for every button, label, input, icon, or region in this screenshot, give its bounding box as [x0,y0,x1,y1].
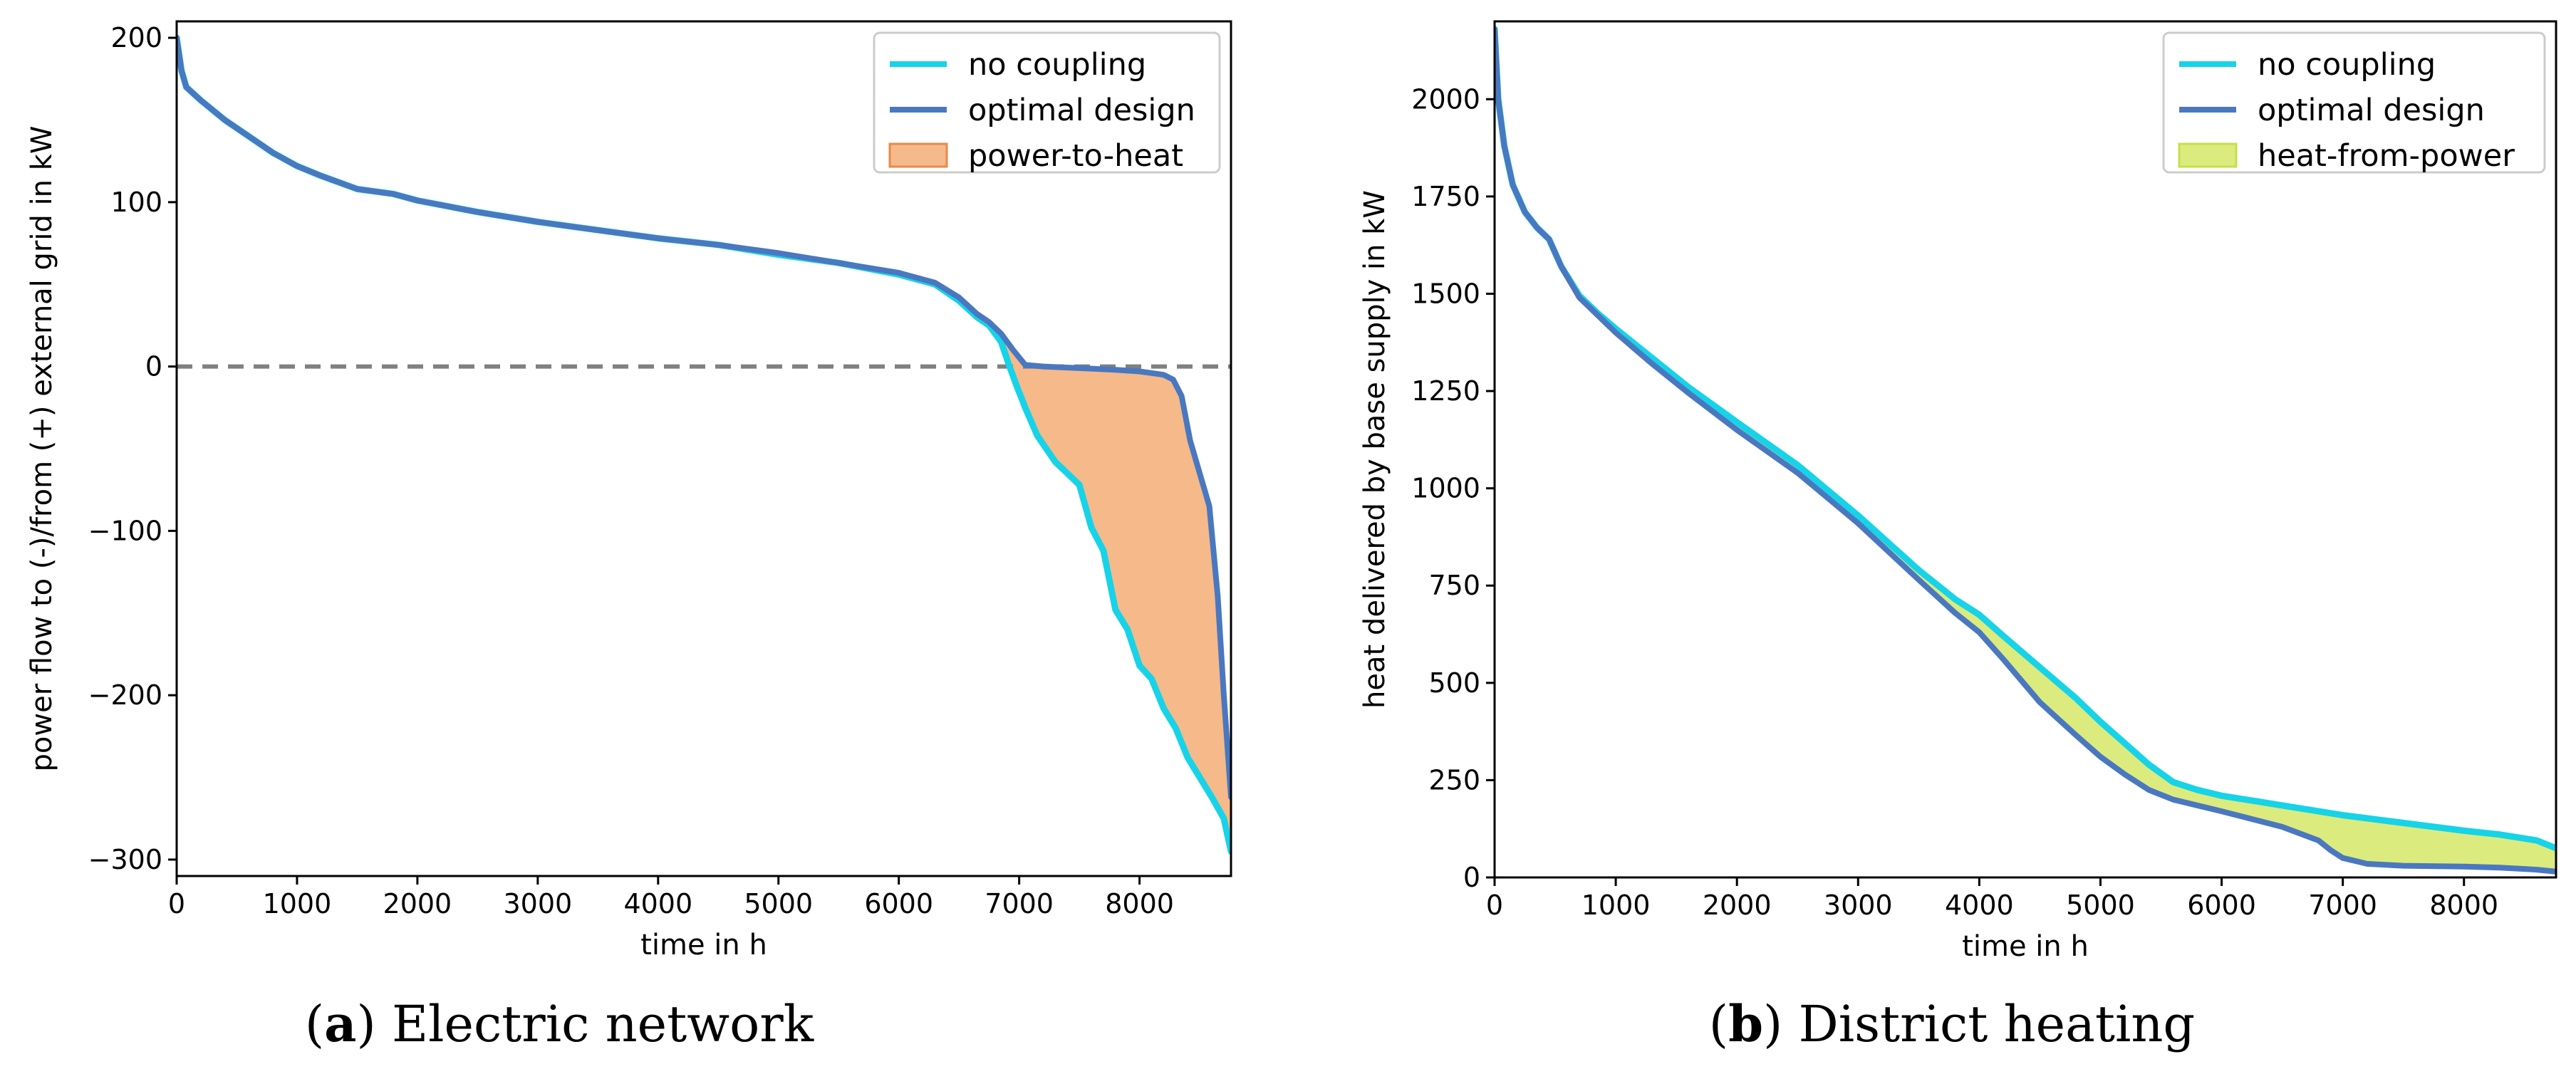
x-axis-title: time in h [640,929,767,961]
x-tick-label: 6000 [864,888,933,919]
y-axis-title: heat delivered by base supply in kW [1359,190,1391,709]
plot-frame [175,20,1232,877]
y-tick-label: 0 [145,351,162,382]
y-tick-label: 1750 [1411,181,1480,212]
y-tick-label: 0 [1463,862,1480,893]
x-tick-label: 0 [1486,890,1503,921]
x-tick-label: 7000 [2308,890,2377,921]
legend-label: heat-from-power [2258,138,2515,174]
x-tick-label: 2000 [1703,890,1772,921]
x-tick-label: 6000 [2187,890,2256,921]
y-tick-label: 2000 [1411,83,1480,115]
x-tick-label: 7000 [985,888,1054,919]
caption-a-letter: a [324,994,356,1053]
y-axis-title: power flow to (-)/from (+) external grid… [26,126,58,772]
y-tick-label: −200 [88,679,162,711]
legend-label: power-to-heat [968,138,1183,174]
x-tick-label: 0 [168,888,185,919]
y-tick-label: 1500 [1411,278,1480,309]
y-tick-label: 750 [1428,570,1480,601]
caption-b-letter: b [1728,994,1763,1053]
y-tick-label: 500 [1428,667,1480,699]
x-tick-label: 5000 [2066,890,2135,921]
caption-a: (a) Electric network [305,994,814,1053]
chart-electric-network: 0 1000 2000 3000 4000 5000 6000 7000 8000−300−20… [26,20,1232,961]
x-tick-label: 4000 [623,888,692,919]
plot-frame [1493,20,2557,879]
x-tick-label: 3000 [1824,890,1893,921]
y-tick-label: 200 [110,22,162,53]
y-tick-label: 100 [110,187,162,218]
legend-label: no coupling [968,47,1146,83]
caption-b-text: District heating [1799,995,2196,1053]
chart-district-heating: 0 1000 2000 3000 4000 5000 6000 7000 8000 0 250 500… [1359,20,2557,963]
legend: no coupling optimal design heat-from-power [2162,31,2546,174]
x-tick-label: 8000 [2429,890,2498,921]
y-tick-label: 1000 [1411,473,1480,504]
x-tick-label: 1000 [1582,890,1651,921]
legend-box [873,31,1221,174]
legend: no coupling optimal design power-to-heat [873,31,1221,174]
x-tick-label: 1000 [263,888,332,919]
x-axis-title: time in h [1962,930,2089,963]
y-tick-label: −100 [88,515,162,546]
y-tick-label: −300 [88,844,162,875]
legend-label: optimal design [968,93,1195,128]
legend-label: optimal design [2258,93,2485,128]
legend-box [2162,31,2546,174]
x-tick-label: 8000 [1105,888,1174,919]
legend-swatch-heat-from-power [2178,142,2238,168]
legend-swatch-power-to-heat [888,142,948,168]
y-tick-label: 1250 [1411,375,1480,407]
x-tick-label: 4000 [1945,890,2014,921]
series-line-optimal-design [177,35,1231,801]
series-line-optimal-design [1495,26,2556,875]
x-tick-label: 2000 [383,888,452,919]
y-tick-label: 250 [1428,764,1480,796]
legend-label: no coupling [2258,47,2436,83]
x-tick-label: 5000 [744,888,813,919]
caption-a-text: Electric network [392,995,814,1053]
x-tick-label: 3000 [503,888,572,919]
caption-b: (b) District heating [1709,994,2195,1053]
